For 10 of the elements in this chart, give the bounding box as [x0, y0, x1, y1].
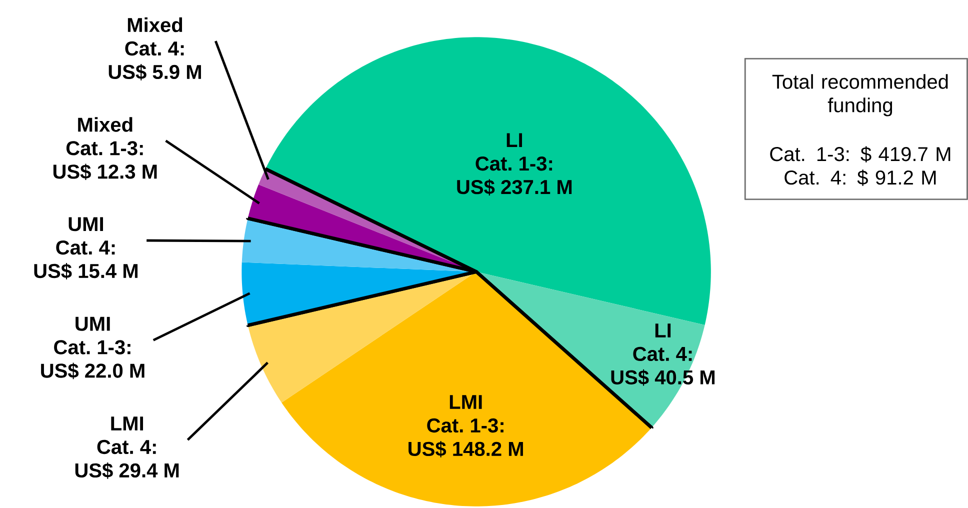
- text: Total recommended funding: [772, 74, 948, 116]
- text: Cat. 1-3: $ 419.7 M: [770, 146, 950, 162]
- slice-label: LMI Cat. 1-3: US$ 148.2 M: [408, 394, 523, 458]
- text: Cat. 4: $ 91.2 M: [784, 169, 936, 186]
- slice-label: LI Cat. 1-3: US$ 237.1 M: [457, 133, 572, 196]
- slice-label: UMI Cat. 4: US$ 15.4 M: [34, 217, 138, 280]
- slice-label: Mixed Cat. 1-3: US$ 12.3 M: [53, 116, 157, 180]
- slice-label: UMI Cat. 1-3: US$ 22.0 M: [41, 316, 144, 379]
- slice-label: Mixed Cat. 4: US$ 5.9 M: [108, 17, 201, 80]
- slice-label: LMI Cat. 4: US$ 29.4 M: [75, 416, 179, 479]
